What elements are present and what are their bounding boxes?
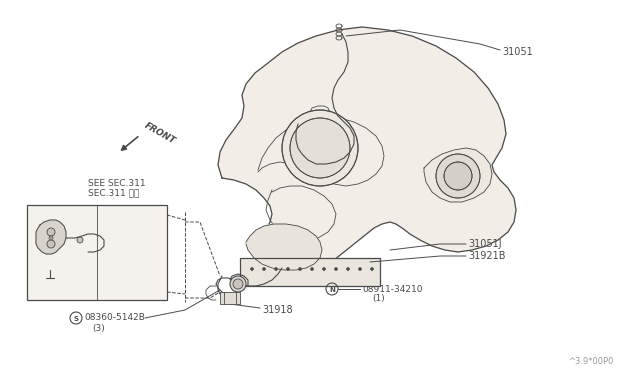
Text: (3): (3) — [92, 324, 105, 333]
Circle shape — [233, 279, 243, 289]
Text: (1): (1) — [372, 294, 385, 302]
Text: 08911-34210: 08911-34210 — [362, 285, 422, 294]
Text: 31918: 31918 — [262, 305, 292, 315]
Circle shape — [335, 267, 337, 270]
Circle shape — [444, 162, 472, 190]
Bar — [27, 205, 167, 300]
Circle shape — [77, 237, 83, 243]
Circle shape — [230, 276, 246, 292]
Circle shape — [310, 267, 314, 270]
Polygon shape — [246, 224, 322, 270]
Circle shape — [298, 267, 301, 270]
Text: N: N — [329, 287, 335, 293]
Circle shape — [290, 118, 350, 178]
Text: 31051J: 31051J — [468, 239, 502, 249]
Circle shape — [436, 154, 480, 198]
Text: SEE SEC.311: SEE SEC.311 — [88, 179, 146, 187]
Circle shape — [47, 240, 55, 248]
Circle shape — [287, 267, 289, 270]
Polygon shape — [424, 148, 492, 202]
Circle shape — [346, 267, 349, 270]
Bar — [240, 258, 380, 286]
Bar — [220, 292, 240, 304]
Circle shape — [250, 267, 253, 270]
Circle shape — [262, 267, 266, 270]
Circle shape — [47, 228, 55, 236]
Text: 31051: 31051 — [502, 47, 532, 57]
Circle shape — [275, 267, 278, 270]
Text: ^3.9*00P0: ^3.9*00P0 — [568, 357, 613, 366]
Circle shape — [323, 267, 326, 270]
Circle shape — [282, 110, 358, 186]
Text: SEC.311 参照: SEC.311 参照 — [88, 189, 140, 198]
Text: 08360-5142B: 08360-5142B — [84, 314, 145, 323]
Polygon shape — [218, 27, 516, 276]
Text: S: S — [74, 316, 79, 322]
Text: 31921B: 31921B — [468, 251, 506, 261]
Polygon shape — [36, 220, 66, 254]
Circle shape — [49, 236, 53, 240]
Text: FRONT: FRONT — [143, 121, 177, 145]
Circle shape — [358, 267, 362, 270]
Circle shape — [371, 267, 374, 270]
